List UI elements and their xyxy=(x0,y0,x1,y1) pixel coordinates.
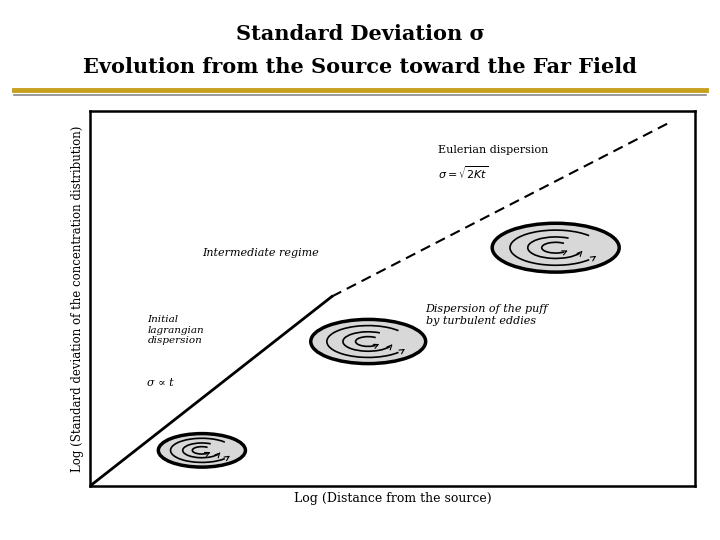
Ellipse shape xyxy=(492,223,619,272)
X-axis label: Log (Distance from the source): Log (Distance from the source) xyxy=(294,491,491,504)
Text: Standard Deviation σ: Standard Deviation σ xyxy=(235,24,485,44)
Text: Intermediate regime: Intermediate regime xyxy=(202,248,319,258)
Text: Initial
lagrangian
dispersion: Initial lagrangian dispersion xyxy=(148,315,204,345)
Text: Eulerian dispersion: Eulerian dispersion xyxy=(438,145,548,155)
Ellipse shape xyxy=(311,320,426,363)
Text: Evolution from the Source toward the Far Field: Evolution from the Source toward the Far… xyxy=(83,57,637,77)
Ellipse shape xyxy=(158,434,246,467)
Text: $\sigma = \sqrt{2Kt}$: $\sigma = \sqrt{2Kt}$ xyxy=(438,164,488,181)
Y-axis label: Log (Standard deviation of the concentration distribution): Log (Standard deviation of the concentra… xyxy=(71,125,84,471)
Text: Dispersion of the puff
by turbulent eddies: Dispersion of the puff by turbulent eddi… xyxy=(426,305,548,326)
Text: σ ∝ t: σ ∝ t xyxy=(148,378,174,388)
